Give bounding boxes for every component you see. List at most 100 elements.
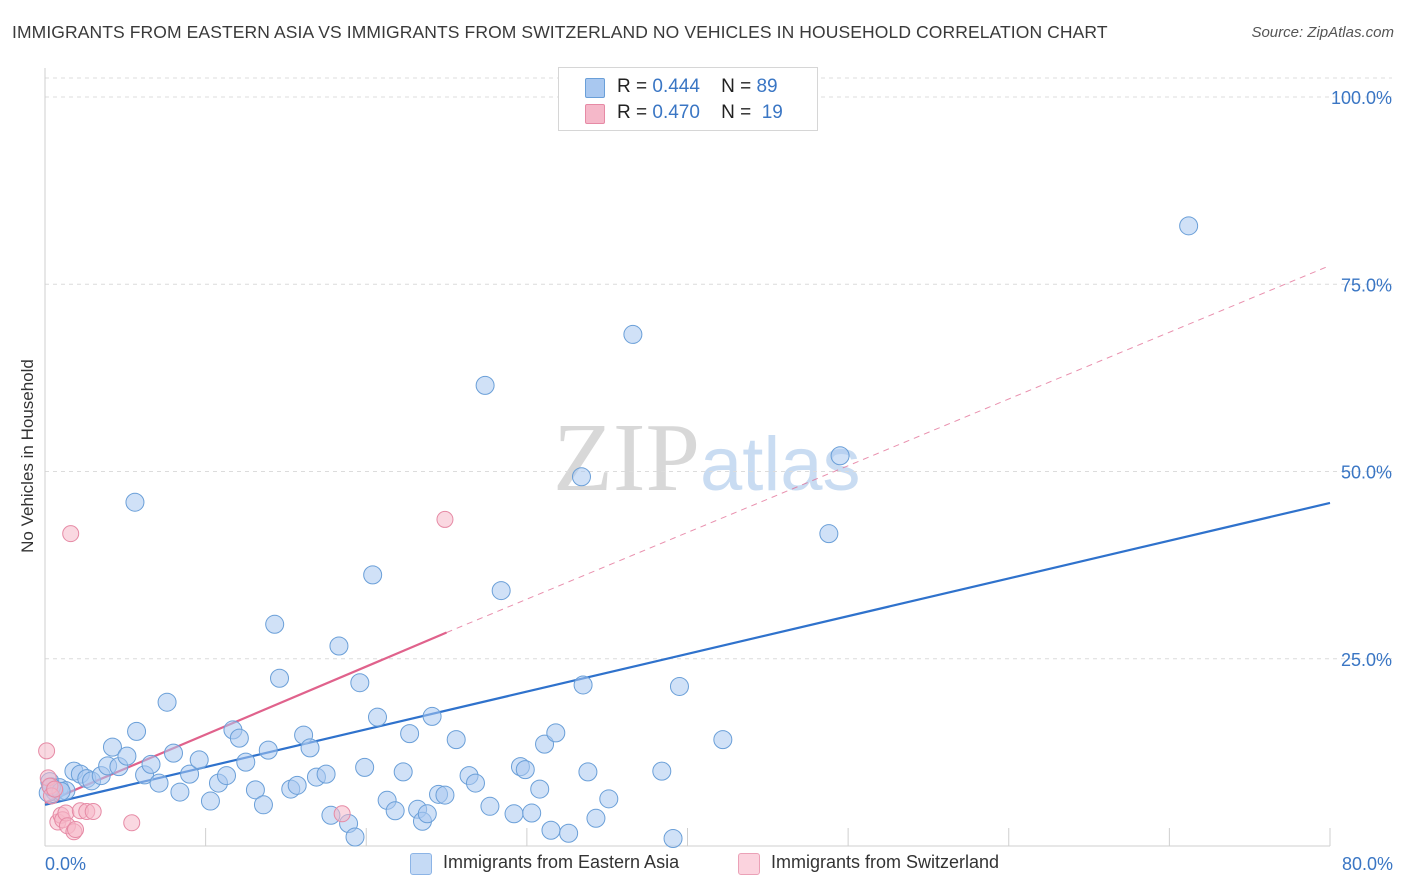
data-point-eastern-asia — [125, 492, 145, 512]
data-point-eastern-asia — [385, 801, 405, 821]
data-point-eastern-asia — [229, 728, 249, 748]
data-point-eastern-asia — [363, 565, 383, 585]
data-point-eastern-asia — [663, 829, 683, 849]
data-point-eastern-asia — [287, 775, 307, 795]
correlation-legend: R = 0.444 N = 89 R = 0.470 N = 19 — [558, 67, 818, 131]
data-point-eastern-asia — [669, 676, 689, 696]
y-axis-title: No Vehicles in Household — [18, 359, 37, 553]
data-point-switzerland — [46, 780, 64, 798]
bottom-legend-swatch-pink — [738, 853, 760, 875]
bottom-legend-swatch-blue — [410, 853, 432, 875]
n-value: 89 — [756, 76, 778, 97]
data-point-eastern-asia — [236, 752, 256, 772]
data-point-eastern-asia — [713, 730, 733, 750]
data-point-eastern-asia — [435, 785, 455, 805]
watermark: ZIPatlas — [553, 400, 861, 514]
data-point-eastern-asia — [265, 614, 285, 634]
chart-title: IMMIGRANTS FROM EASTERN ASIA VS IMMIGRAN… — [12, 22, 1108, 42]
data-point-eastern-asia — [164, 743, 183, 763]
watermark-atlas: atlas — [700, 422, 861, 507]
data-point-eastern-asia — [530, 779, 550, 799]
data-point-eastern-asia — [258, 740, 278, 760]
data-point-eastern-asia — [345, 827, 365, 847]
r-label: R = — [617, 102, 648, 123]
axes — [44, 68, 1331, 847]
data-point-eastern-asia — [102, 737, 122, 757]
data-point-eastern-asia — [573, 675, 593, 695]
data-point-eastern-asia — [623, 324, 643, 344]
data-point-eastern-asia — [189, 750, 209, 770]
data-point-eastern-asia — [400, 724, 420, 744]
data-point-eastern-asia — [491, 581, 511, 601]
x-tick-label: 80.0% — [1342, 854, 1393, 874]
trend-line-eastern-asia — [44, 501, 1331, 806]
data-point-eastern-asia — [149, 773, 169, 793]
legend-text-eastern-asia: R = 0.444 N = 89 — [617, 76, 778, 98]
legend-swatch-blue — [585, 78, 605, 98]
data-point-eastern-asia — [465, 773, 485, 793]
data-point-eastern-asia — [578, 762, 598, 782]
data-point-eastern-asia — [393, 762, 413, 782]
r-value: 0.470 — [652, 102, 700, 123]
data-point-switzerland — [67, 821, 85, 839]
data-point-eastern-asia — [515, 760, 535, 780]
data-point-eastern-asia — [480, 796, 500, 816]
data-point-eastern-asia — [350, 673, 370, 693]
source-credit: Source: ZipAtlas.com — [1251, 24, 1394, 41]
data-point-eastern-asia — [117, 746, 137, 766]
series-switzerland-points — [38, 510, 454, 841]
r-label: R = — [617, 76, 648, 97]
bottom-legend-label-eastern-asia: Immigrants from Eastern Asia — [443, 852, 680, 872]
x-tick-label: 0.0% — [45, 854, 86, 874]
data-point-eastern-asia — [599, 789, 619, 809]
series-eastern-asia-points — [38, 216, 1199, 849]
data-point-eastern-asia — [329, 636, 349, 656]
data-point-switzerland — [38, 742, 56, 760]
data-point-eastern-asia — [504, 804, 524, 824]
data-point-eastern-asia — [270, 668, 290, 688]
data-point-eastern-asia — [475, 375, 495, 395]
data-point-switzerland — [123, 814, 141, 832]
n-value: 19 — [761, 102, 783, 123]
legend-text-switzerland: R = 0.470 N = 19 — [617, 102, 783, 124]
data-point-eastern-asia — [217, 766, 237, 786]
data-point-eastern-asia — [652, 761, 672, 781]
data-point-eastern-asia — [253, 795, 273, 815]
data-point-switzerland — [436, 510, 454, 528]
data-point-eastern-asia — [355, 757, 375, 777]
watermark-zip: ZIP — [553, 404, 700, 512]
y-tick-label: 100.0% — [1331, 88, 1392, 108]
trend-line-switzerland-extended — [446, 265, 1331, 633]
data-point-eastern-asia — [535, 734, 555, 754]
data-point-eastern-asia — [200, 791, 220, 811]
data-point-eastern-asia — [316, 764, 336, 784]
r-value: 0.444 — [652, 76, 700, 97]
data-point-eastern-asia — [300, 738, 320, 758]
data-point-eastern-asia — [180, 764, 200, 784]
data-point-eastern-asia — [522, 803, 542, 823]
tick-labels: 100.0% 75.0% 50.0% 25.0% 0.0% 80.0% — [45, 88, 1393, 874]
data-point-eastern-asia — [819, 524, 839, 544]
data-point-eastern-asia — [546, 723, 566, 743]
data-point-eastern-asia — [1179, 216, 1199, 236]
n-label: N = — [721, 102, 752, 123]
data-point-eastern-asia — [157, 692, 177, 712]
data-point-eastern-asia — [422, 706, 442, 726]
n-label: N = — [721, 76, 752, 97]
data-point-switzerland — [333, 805, 351, 823]
y-tick-label: 50.0% — [1341, 463, 1392, 483]
data-point-eastern-asia — [446, 730, 466, 750]
data-point-eastern-asia — [170, 782, 190, 802]
data-point-eastern-asia — [367, 707, 387, 727]
data-point-eastern-asia — [541, 820, 561, 840]
data-point-eastern-asia — [141, 754, 161, 774]
y-tick-label: 75.0% — [1341, 275, 1392, 295]
data-point-switzerland — [84, 803, 102, 821]
data-point-eastern-asia — [586, 808, 606, 828]
data-point-eastern-asia — [127, 721, 147, 741]
legend-swatch-pink — [585, 104, 605, 124]
data-point-eastern-asia — [417, 804, 437, 824]
data-point-eastern-asia — [830, 446, 850, 466]
data-point-eastern-asia — [571, 467, 591, 487]
